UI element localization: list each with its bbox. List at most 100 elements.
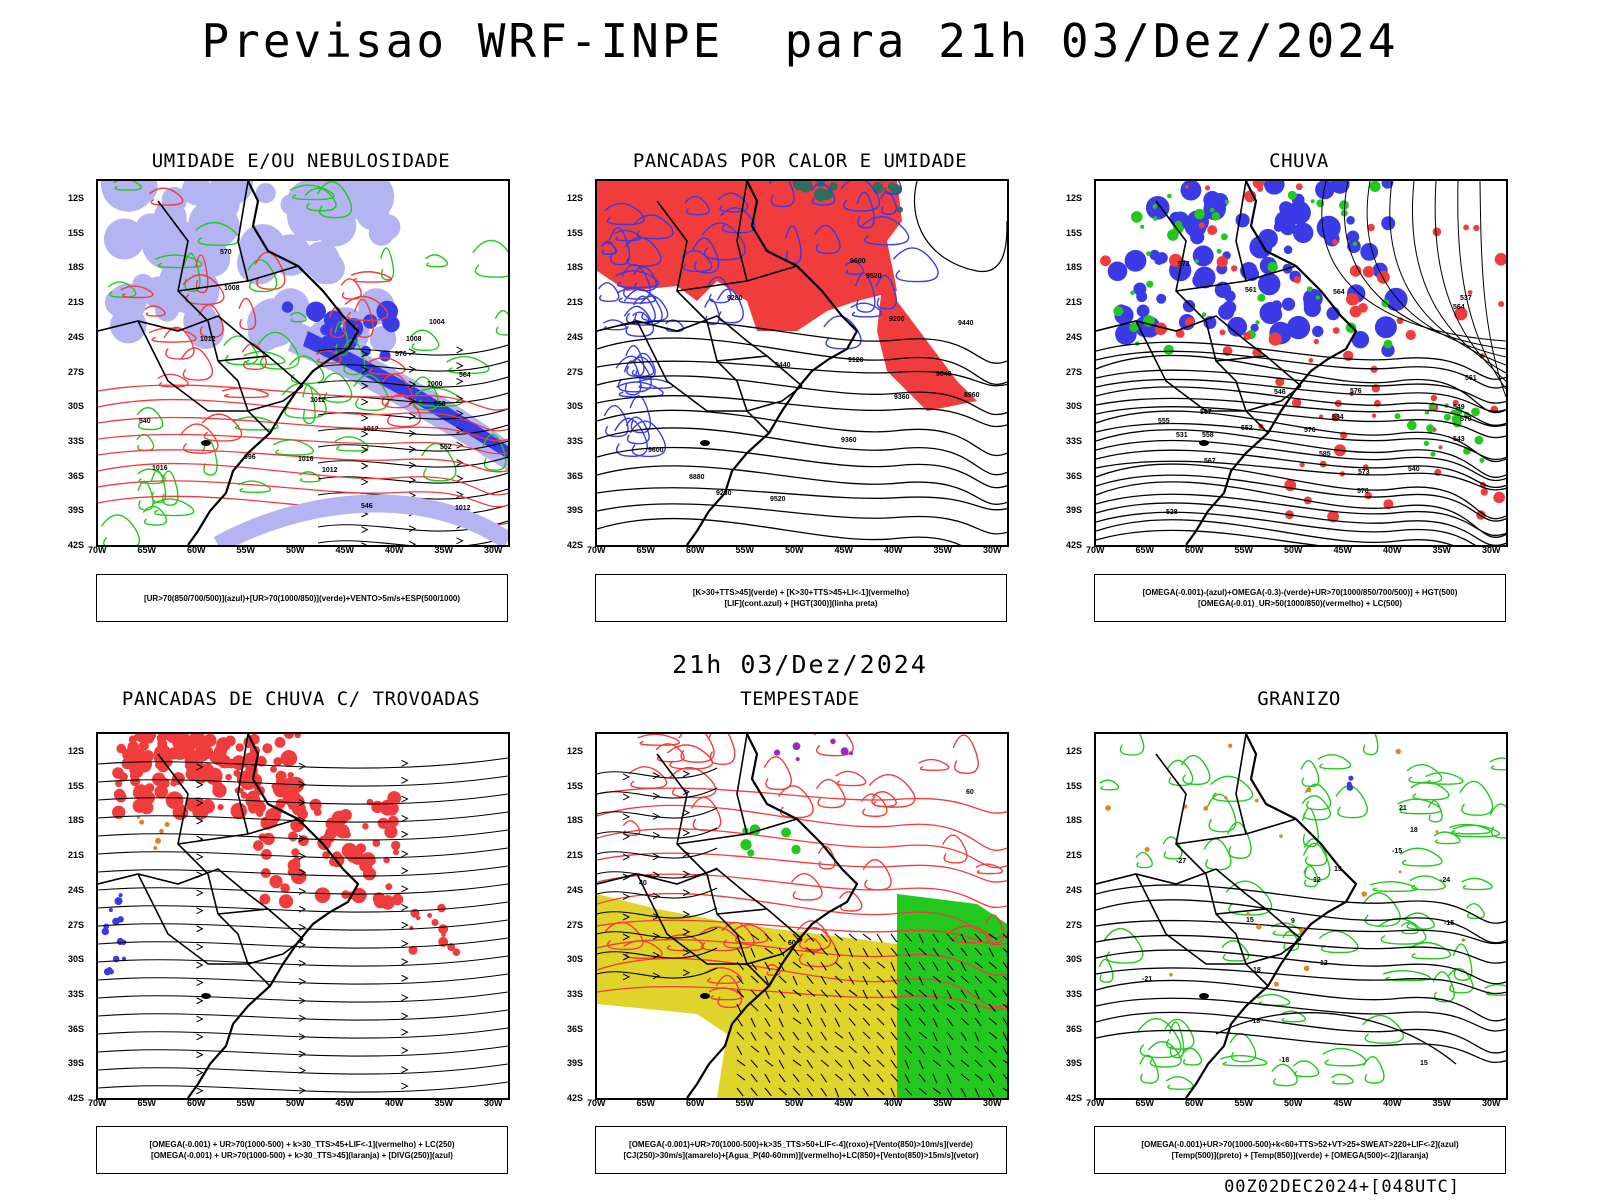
shaded-cell — [153, 846, 158, 850]
contour-line — [597, 957, 1007, 1008]
wind-vector — [806, 961, 814, 971]
shaded-cell — [106, 967, 113, 973]
contour-label: 552 — [1241, 425, 1253, 432]
border-line — [1235, 734, 1247, 835]
humidity-contour — [797, 920, 831, 951]
wind-vector — [946, 933, 955, 942]
contour-label: 573 — [1358, 469, 1370, 476]
lon-tick-label: 45W — [834, 1098, 854, 1108]
shaded-cell — [363, 314, 378, 329]
lat-tick-label: 33S — [68, 435, 85, 446]
streamline-arrow — [196, 997, 204, 1005]
shaded-cell — [1133, 282, 1147, 296]
humidity-contour — [716, 288, 744, 324]
shaded-cell — [792, 742, 801, 751]
streamline-arrow — [361, 446, 369, 454]
shaded-cell — [248, 303, 278, 334]
shaded-cell — [740, 839, 752, 851]
shaded-cell — [1169, 253, 1183, 267]
streamline — [98, 829, 508, 841]
contour-line — [597, 320, 1007, 364]
shaded-cell — [1152, 216, 1158, 221]
legend-line: [OMEGA(-0.001)-(azul)+OMEGA(-0.3)-(verde… — [1142, 588, 1458, 597]
lat-tick-label: 21S — [68, 850, 85, 861]
humidity-contour — [136, 433, 155, 452]
humidity-contour — [763, 756, 792, 791]
shaded-cell — [1383, 339, 1393, 349]
wind-vector — [904, 947, 911, 957]
lat-tick-label: 27S — [567, 919, 584, 930]
lon-tick-label: 60W — [686, 1098, 705, 1108]
wind-vector — [848, 947, 854, 958]
shaded-cell — [1216, 256, 1228, 268]
wind-vector — [750, 1031, 757, 1041]
humidity-contour — [597, 282, 620, 303]
wind-vector — [876, 1073, 884, 1083]
shaded-cell — [1306, 286, 1313, 292]
wind-vector — [750, 947, 756, 958]
wind-vector — [764, 947, 774, 955]
lat-tick-label: 39S — [1066, 1058, 1083, 1069]
wind-vector — [876, 975, 885, 984]
wind-vector — [750, 1059, 759, 1068]
contour-label: 15 — [1334, 866, 1342, 873]
wind-vector — [988, 989, 997, 998]
legend-line: [OMEGA(-0.001)+UR>70(1000-500)+k<60+TTS>… — [1141, 1140, 1459, 1149]
shaded-cell — [1376, 270, 1390, 284]
legend-line: [LIF](cont.azul) + [HGT(300)](linha pret… — [724, 599, 878, 608]
humidity-contour — [975, 863, 1004, 875]
border-line — [746, 385, 803, 412]
border-line — [137, 320, 248, 412]
streamline-arrow — [456, 441, 464, 449]
shaded-cell — [1130, 290, 1135, 296]
shaded-cell — [408, 945, 418, 955]
shaded-cell — [1432, 227, 1442, 237]
contour-label: 558 — [1202, 432, 1214, 439]
streamline-arrow — [401, 1028, 409, 1036]
streamline — [98, 937, 508, 949]
streamline-arrow — [456, 346, 464, 354]
border-line — [706, 320, 770, 434]
wind-vector — [890, 1073, 899, 1082]
shaded-cell — [1163, 344, 1174, 355]
wind-vector — [778, 1073, 786, 1083]
shaded-cell — [1273, 222, 1284, 232]
wind-vector — [946, 975, 956, 983]
humidity-contour — [1169, 1021, 1185, 1059]
wind-vector — [1002, 989, 1007, 998]
streamline-arrow — [196, 1033, 204, 1041]
lon-tick-label: 35W — [1432, 1098, 1452, 1108]
shaded-cell — [1209, 207, 1215, 213]
streamline-arrow — [408, 348, 417, 356]
humidity-contour — [1304, 783, 1332, 811]
coastline — [1185, 181, 1358, 545]
streamline — [98, 757, 508, 769]
wind-vector — [820, 975, 827, 985]
humidity-contour — [1220, 1054, 1268, 1067]
wind-vector — [778, 1031, 785, 1041]
wind-vector — [750, 1073, 758, 1083]
shaded-cell — [1152, 204, 1158, 209]
humidity-contour — [100, 514, 141, 545]
map-panel-granizo: -15 -18 -21 -24 -27 -15 -18 18 15 12 9 15 18 21 15 12 — [1094, 732, 1508, 1100]
lat-tick-label: 39S — [567, 1058, 584, 1069]
lat-tick-label: 18S — [567, 262, 584, 273]
lat-tick-label: 39S — [68, 505, 85, 516]
humidity-contour — [494, 309, 508, 336]
wind-vector — [834, 1003, 842, 1013]
shaded-cell — [154, 750, 172, 768]
shaded-cell — [1257, 293, 1266, 302]
humidity-contour — [684, 195, 710, 216]
streamline-arrow — [298, 941, 307, 949]
shaded-cell — [110, 307, 147, 344]
wind-vector — [792, 1017, 802, 1025]
streamline-arrow — [196, 907, 204, 915]
contour-line — [597, 938, 1007, 976]
shaded-cell — [1273, 981, 1279, 987]
wind-vector — [834, 975, 843, 984]
shaded-cell — [1140, 224, 1145, 229]
humidity-contour — [1118, 734, 1145, 756]
shaded-cell — [1224, 199, 1230, 205]
lon-tick-label: 60W — [187, 1098, 206, 1108]
lon-tick-label: 35W — [933, 1098, 953, 1108]
